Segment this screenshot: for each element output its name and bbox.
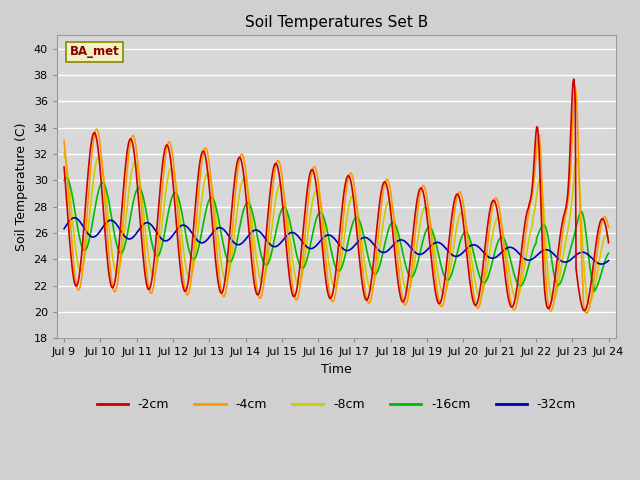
Legend: -2cm, -4cm, -8cm, -16cm, -32cm: -2cm, -4cm, -8cm, -16cm, -32cm (92, 393, 581, 416)
Title: Soil Temperatures Set B: Soil Temperatures Set B (244, 15, 428, 30)
X-axis label: Time: Time (321, 363, 352, 376)
Y-axis label: Soil Temperature (C): Soil Temperature (C) (15, 122, 28, 251)
Text: BA_met: BA_met (70, 45, 119, 58)
